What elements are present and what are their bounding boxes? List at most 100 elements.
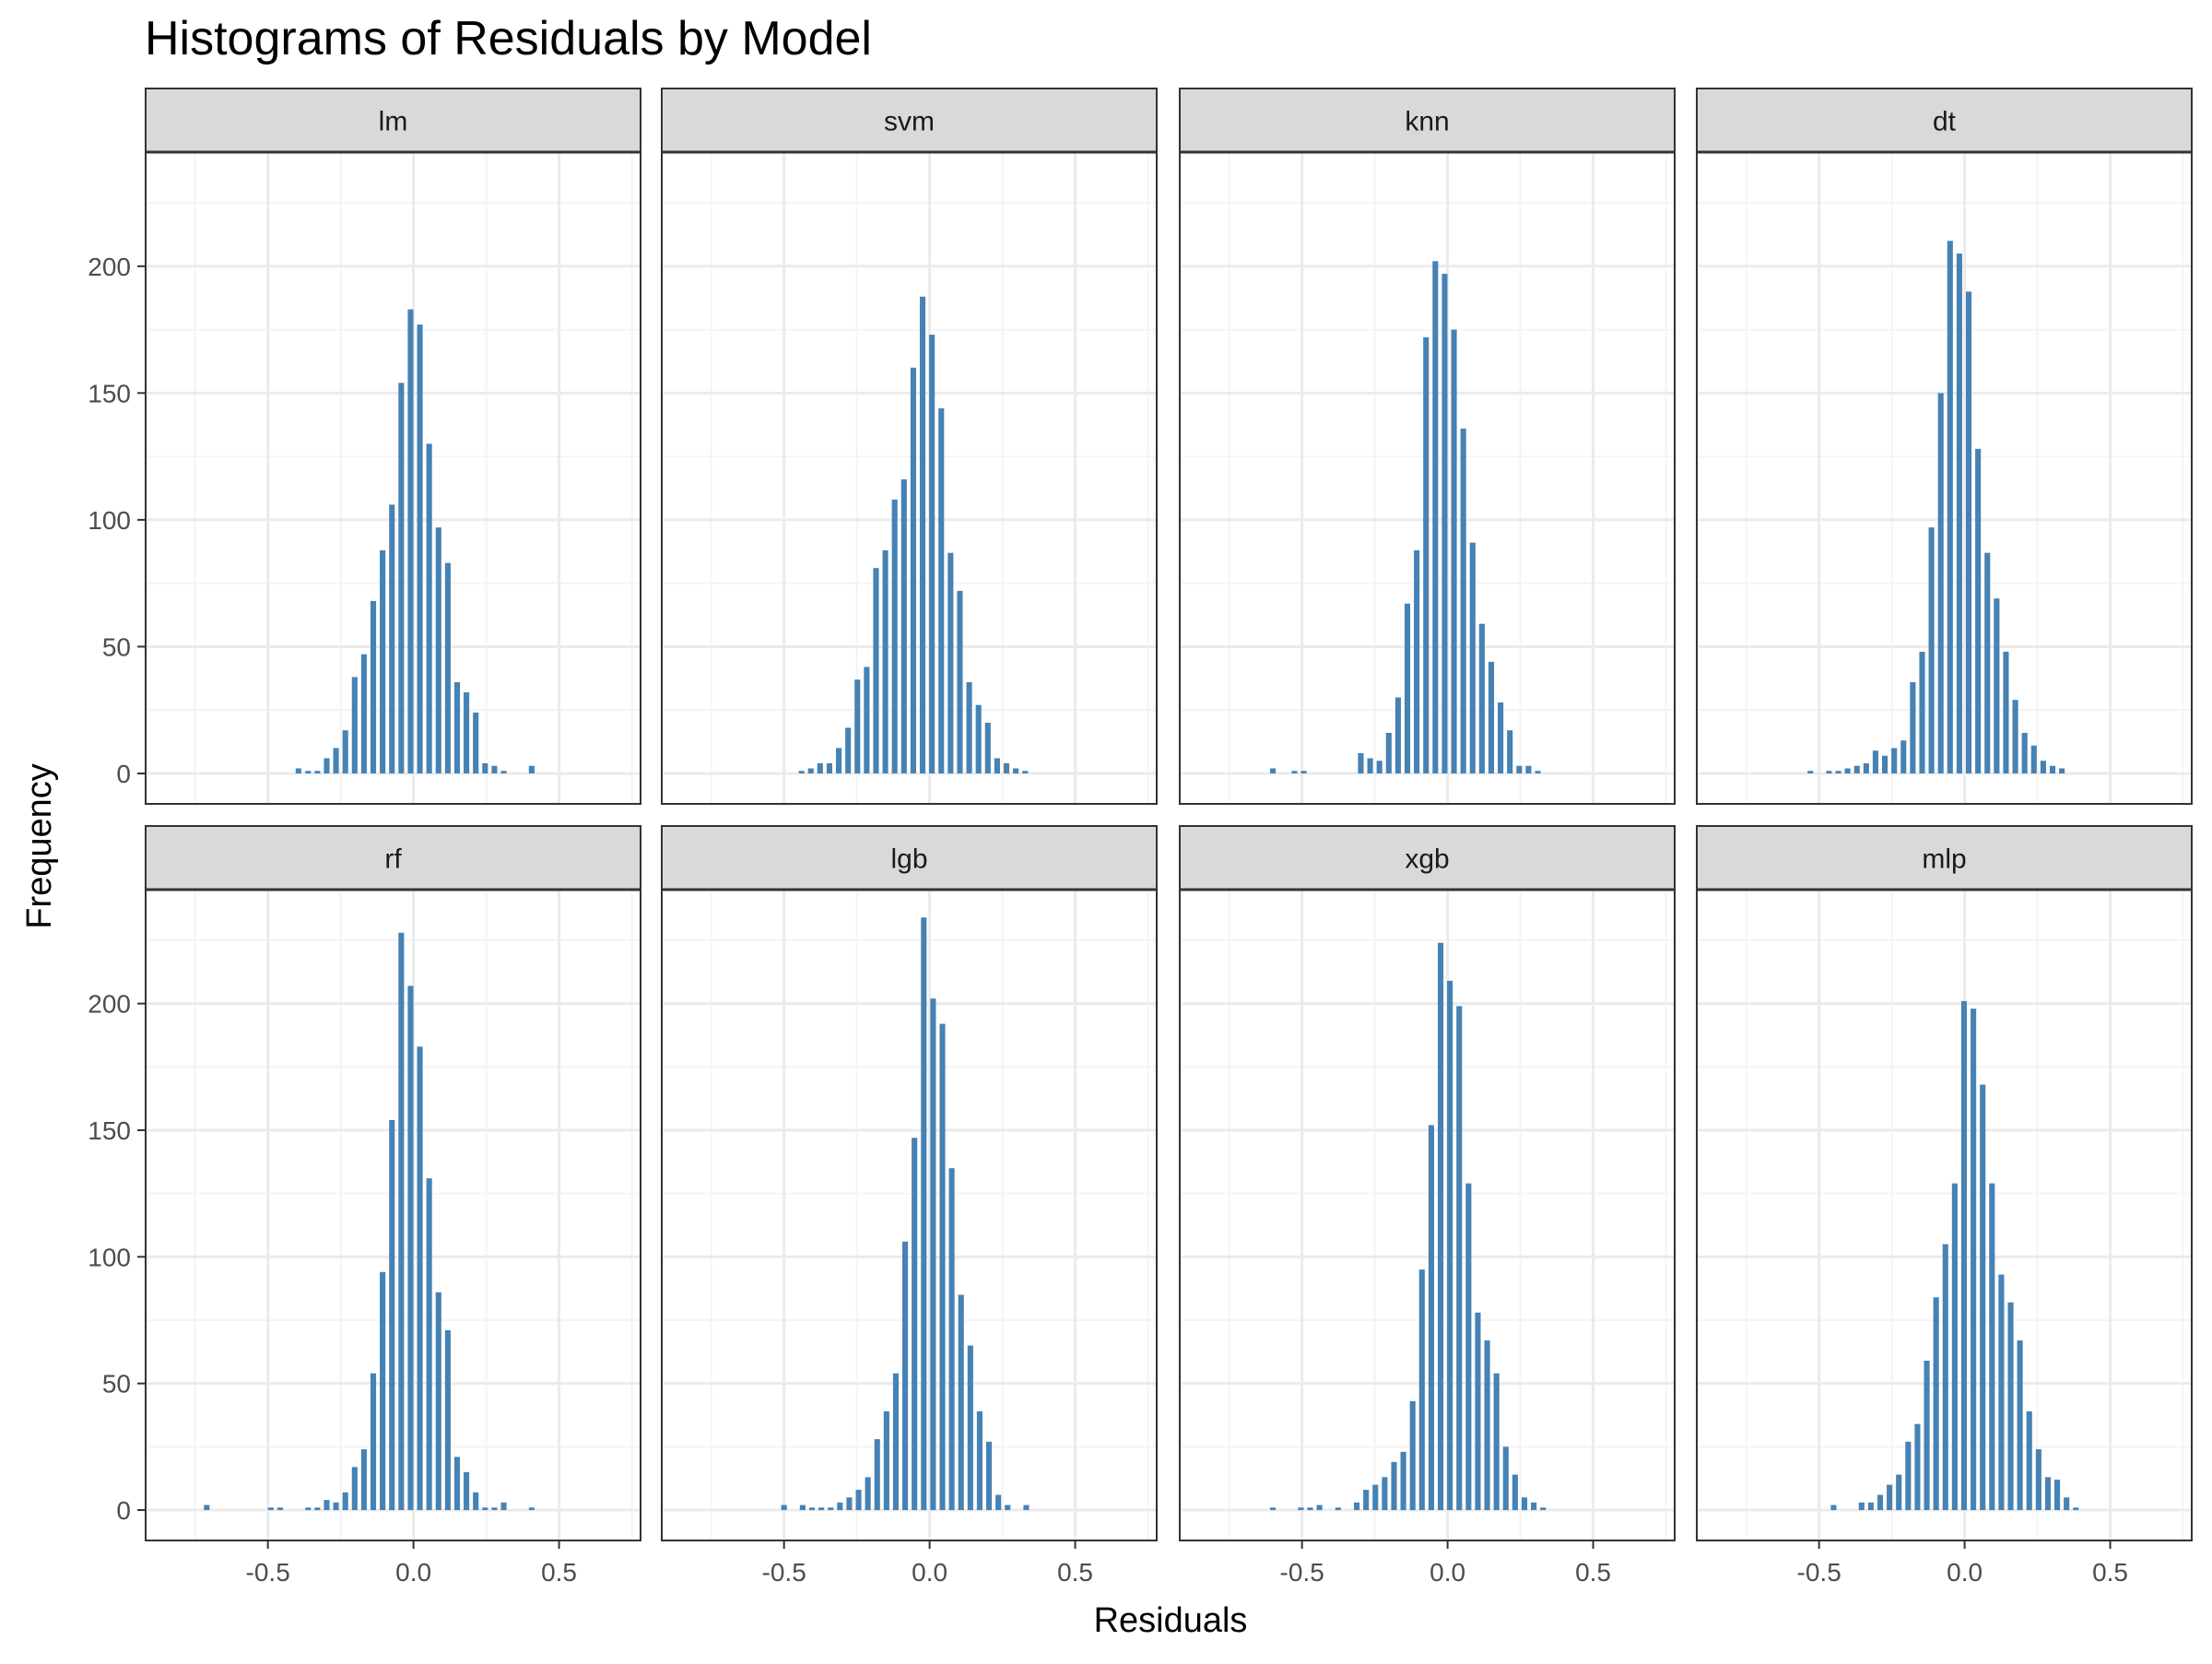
histogram-bar	[1826, 771, 1832, 773]
histogram-bar	[1478, 623, 1485, 773]
histogram-bar	[1994, 598, 2000, 773]
histogram-bar	[919, 296, 926, 773]
histogram-bar	[865, 1477, 871, 1511]
histogram-bar	[891, 499, 898, 773]
histogram-bar	[444, 1329, 451, 1511]
histogram-bar	[314, 771, 321, 773]
facet-strip	[661, 88, 1158, 153]
x-tick-label: -0.5	[762, 1558, 806, 1587]
histogram-bar	[882, 549, 888, 773]
histogram-bar	[435, 527, 441, 773]
facet-panel-knn: knn	[1179, 88, 1676, 805]
histogram-bar	[1005, 1505, 1011, 1511]
histogram-bar	[444, 562, 451, 773]
histogram-bar	[500, 771, 507, 773]
histogram-bar	[1956, 254, 1962, 773]
histogram-bar	[1432, 261, 1439, 773]
histogram-bar	[528, 765, 535, 773]
histogram-bar	[1980, 1084, 1986, 1511]
histogram-bar	[305, 1507, 312, 1511]
histogram-bar	[1298, 1507, 1304, 1511]
histogram-bar	[2044, 1477, 2052, 1511]
histogram-bar	[1914, 1423, 1921, 1511]
histogram-bar	[808, 1507, 816, 1511]
facet-strip	[145, 825, 641, 891]
x-tick-label: 0.5	[1057, 1558, 1093, 1587]
histogram-bar	[342, 730, 348, 773]
histogram-bar	[1882, 755, 1888, 773]
histogram-bar	[1394, 697, 1401, 773]
x-tick-label: 0.0	[395, 1558, 431, 1587]
histogram-bar	[807, 768, 814, 773]
histogram-bar	[1022, 771, 1029, 773]
histogram-bar	[491, 1507, 498, 1511]
facet-panel-lm: lm 0 50 100 150 200	[88, 88, 641, 805]
histogram-bar	[818, 1507, 825, 1511]
histogram-bar	[1919, 651, 1925, 773]
histogram-bar	[1951, 1183, 1958, 1511]
histogram-bar	[1540, 1507, 1547, 1511]
histogram-bar	[1512, 1474, 1518, 1511]
histogram-bar	[2049, 765, 2056, 773]
histogram-bar	[426, 1178, 432, 1511]
histogram-bar	[1933, 1297, 1939, 1511]
histogram-bar	[370, 1373, 377, 1511]
histogram-bar	[929, 335, 935, 773]
histogram-bar	[398, 383, 405, 773]
histogram-bar	[939, 1023, 946, 1511]
histogram-bar	[1013, 768, 1019, 773]
y-tick-label: 50	[102, 632, 131, 661]
histogram-bar	[482, 762, 488, 773]
histogram-bar	[781, 1505, 787, 1511]
y-tick-label: 100	[88, 1243, 131, 1271]
histogram-bar	[1531, 1502, 1537, 1511]
histogram-bar	[1989, 1183, 1995, 1511]
histogram-bar	[351, 677, 358, 773]
histogram-bar	[1984, 552, 1991, 773]
histogram-bar	[2059, 768, 2065, 773]
histogram-bar	[482, 1507, 488, 1511]
histogram-bar	[1535, 771, 1541, 773]
histogram-bar	[1910, 681, 1916, 773]
x-tick-label: -0.5	[246, 1558, 290, 1587]
x-axis-title: Residuals	[1094, 1601, 1248, 1640]
histogram-bar	[975, 704, 982, 773]
histogram-bar	[1465, 1183, 1472, 1511]
facet-panel-dt: dt	[1696, 88, 2193, 805]
histogram-bar	[2017, 1339, 2023, 1511]
histogram-bar	[1475, 1312, 1481, 1511]
panel-background	[662, 890, 1157, 1540]
histogram-bar	[1872, 750, 1879, 773]
histogram-bar	[1469, 542, 1476, 773]
histogram-bar	[798, 771, 805, 773]
histogram-bar	[1891, 748, 1898, 773]
histogram-bar	[1270, 768, 1277, 773]
histogram-bar	[947, 552, 954, 773]
histogram-bar	[295, 768, 301, 773]
histogram-bar	[994, 758, 1000, 773]
x-tick-label: 0.5	[1575, 1558, 1611, 1587]
histogram-bar	[333, 1502, 339, 1511]
histogram-bar	[1867, 1502, 1874, 1511]
histogram-bar	[2003, 651, 2009, 773]
histogram-bar	[845, 727, 852, 773]
histogram-bar	[1023, 1505, 1030, 1511]
histogram-bar	[1300, 771, 1307, 773]
histogram-bar	[2030, 745, 2037, 773]
facet-strip-label: svm	[884, 107, 935, 137]
chart-title: Histograms of Residuals by Model	[145, 12, 872, 65]
y-tick-label: 0	[116, 760, 131, 788]
histogram-bar	[1316, 1505, 1323, 1511]
histogram-bar	[1835, 771, 1841, 773]
panel-background	[1697, 152, 2192, 804]
histogram-bar	[1493, 1373, 1500, 1511]
histogram-bar	[389, 504, 395, 773]
histogram-bar	[1863, 762, 1869, 773]
histogram-bar	[1414, 549, 1420, 773]
histogram-bar	[1382, 1477, 1388, 1511]
histogram-bar	[473, 1492, 479, 1511]
facet-panel-mlp: mlp -0.5 0.0 0.5	[1696, 825, 2193, 1587]
histogram-bar	[267, 1507, 274, 1511]
facet-strip-label: lm	[379, 107, 408, 137]
